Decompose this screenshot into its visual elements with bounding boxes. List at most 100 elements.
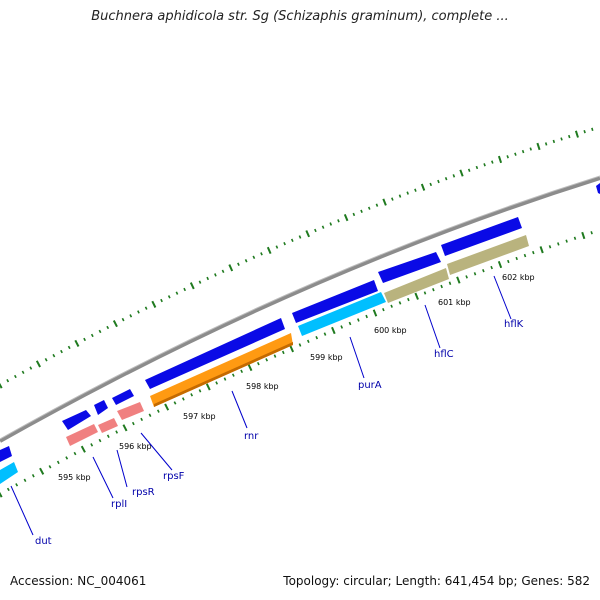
gene-label-rnr[interactable]: rnr (244, 431, 259, 442)
outer-ring-tick (343, 214, 349, 222)
inner-ring-tick (131, 421, 135, 426)
outer-ring-tick (175, 291, 179, 295)
inner-ring-tick (557, 242, 560, 246)
hflK-feature (447, 235, 529, 275)
inner-ring-tick (548, 245, 552, 249)
outer-ring-tick (314, 228, 317, 233)
outer-ring-tick (305, 230, 311, 238)
gene-label-hflC[interactable]: hflC (434, 349, 454, 360)
inner-ring-tick (407, 297, 410, 302)
inner-ring-tick (581, 231, 586, 240)
outer-ring-tick (151, 300, 157, 308)
leader-rpsF (140, 432, 173, 471)
inner-ring-tick (90, 443, 94, 447)
inner-ring-tick (256, 361, 260, 366)
leader-rnr (231, 390, 248, 429)
inner-ring-tick (122, 424, 128, 432)
inner-ring-tick (15, 483, 19, 487)
tick-label-599: 599 kbp (310, 353, 343, 362)
gene-label-hflK[interactable]: hflK (504, 319, 524, 330)
leader-rpsR (116, 449, 128, 488)
outer-ring-tick (382, 198, 387, 206)
cds-feature-5 (145, 318, 285, 389)
outer-ring-tick (137, 310, 140, 314)
outer-ring-tick (329, 222, 333, 226)
outer-ring-tick (160, 298, 163, 303)
outer-ring-tick (90, 333, 94, 338)
inner-ring-tick (231, 373, 235, 377)
outer-ring-tick (459, 169, 464, 177)
inner-ring-tick (173, 401, 177, 405)
cds-feature-7 (378, 252, 441, 283)
gene-label-rplI[interactable]: rplI (111, 499, 127, 510)
gene-label-rpsR[interactable]: rpsR (132, 487, 155, 498)
outer-ring-tick (574, 130, 579, 138)
outer-ring-tick (560, 137, 563, 141)
inner-ring-tick (281, 350, 285, 355)
outer-ring-tick (129, 314, 133, 318)
outer-ring-tick (35, 360, 41, 368)
gene-label-purA[interactable]: purA (358, 380, 382, 391)
outer-ring-tick (244, 259, 248, 263)
inner-ring-tick (205, 383, 211, 391)
outer-ring-tick (375, 203, 379, 207)
inner-ring-tick (315, 335, 319, 340)
outer-ring-tick (144, 306, 148, 310)
inner-ring-tick (39, 467, 45, 475)
leader-rplI (92, 456, 114, 499)
inner-ring-tick (31, 474, 35, 478)
outer-ring-tick (420, 183, 426, 191)
tick-label-600: 600 kbp (374, 326, 407, 335)
inner-ring-tick (23, 478, 27, 482)
inner-ring-tick (148, 413, 152, 417)
trna-feature-1 (66, 424, 98, 446)
cds-feature-6 (292, 280, 378, 323)
inner-ring-tick (98, 438, 102, 443)
inner-ring-tick (348, 321, 352, 326)
inner-ring-tick (198, 389, 202, 393)
purA-feature (298, 292, 386, 336)
outer-ring-tick (275, 245, 279, 249)
cds-feature-4 (112, 389, 134, 405)
leader-hflK (493, 275, 512, 320)
inner-ring-tick (80, 445, 86, 453)
trna-feature-3 (117, 402, 144, 420)
outer-ring-tick (529, 147, 532, 151)
outer-ring-tick (591, 127, 594, 132)
inner-ring-tick (156, 409, 160, 413)
genome-backbone (0, 176, 600, 443)
leader-lines (10, 275, 512, 536)
leader-purA (349, 336, 365, 379)
tick-label-597: 597 kbp (183, 412, 216, 421)
tick-labels: 595 kbp 596 kbp 597 kbp 598 kbp 599 kbp … (58, 273, 535, 482)
inner-ring-tick (456, 276, 461, 284)
outer-ring-tick (444, 177, 448, 181)
inner-ring-tick (115, 430, 119, 434)
outer-ring-tick (398, 194, 402, 198)
inner-ring-tick (482, 269, 485, 273)
tick-label-596: 596 kbp (119, 442, 152, 451)
outer-ring-tick (452, 174, 456, 178)
outer-ring-tick (13, 374, 17, 379)
outer-ring-tick (497, 155, 503, 164)
outer-ring-tick (491, 160, 494, 164)
gene-label-rpsF[interactable]: rpsF (163, 471, 185, 482)
cds-feature-8 (441, 217, 522, 256)
rnr-feature-shade (154, 342, 293, 407)
gene-labels: dut rplI rpsR rpsF rnr purA hflC hflK (35, 319, 524, 547)
inner-ring-tick (65, 456, 69, 460)
inner-ring-tick (465, 275, 468, 279)
inner-ring-tick (240, 369, 244, 374)
ruler-rings (0, 127, 594, 498)
outer-ring-tick (552, 139, 556, 144)
outer-ring-tick (298, 235, 302, 239)
outer-ring-tick (568, 134, 571, 139)
outer-ring-tick (437, 179, 440, 184)
leader-dut (10, 485, 34, 536)
outer-ring-tick (467, 168, 471, 172)
outer-ring-tick (352, 212, 356, 217)
inner-ring-tick (247, 363, 253, 372)
inner-ring-tick (473, 272, 477, 276)
gene-label-dut[interactable]: dut (35, 536, 52, 547)
inner-ring-tick (590, 231, 593, 235)
